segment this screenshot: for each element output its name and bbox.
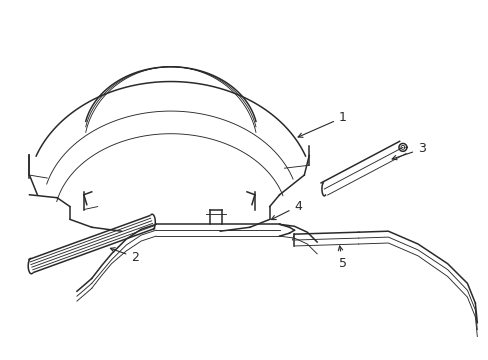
Text: 2: 2 <box>110 248 139 264</box>
Text: 4: 4 <box>271 199 302 220</box>
Text: 3: 3 <box>391 143 425 160</box>
Text: 1: 1 <box>298 111 346 137</box>
Text: 5: 5 <box>338 246 346 270</box>
